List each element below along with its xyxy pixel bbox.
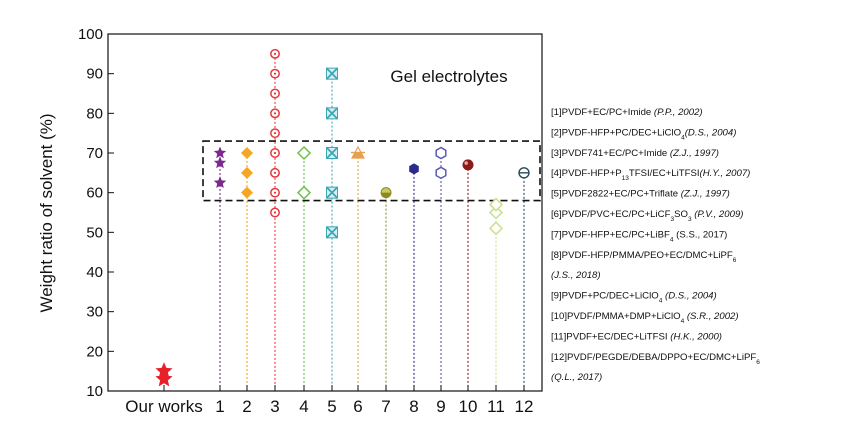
- x-tick-label: 6: [353, 397, 362, 416]
- data-point: [241, 166, 253, 179]
- legend-entry: (Q.L., 2017): [551, 372, 602, 383]
- data-point: [435, 146, 447, 160]
- data-point: [270, 187, 280, 198]
- legend-entry: [5]PVDF2822+EC/PC+Triflate (Z.J., 1997): [551, 189, 730, 200]
- legend-entry: [8]PVDF-HFP/PMMA/PEO+EC/DMC+LiPF6: [551, 250, 737, 264]
- y-tick-label: 50: [86, 224, 103, 241]
- y-tick-label: 10: [86, 383, 103, 400]
- data-point: [296, 145, 312, 161]
- x-tick-label: Our works: [125, 397, 202, 416]
- data-point: [270, 68, 280, 79]
- x-tick-label: 10: [459, 397, 478, 416]
- legend-entry: (J.S., 2018): [551, 270, 601, 281]
- data-point: [155, 362, 173, 379]
- x-axis-ticks: Our works 1 2 3 4 5 6 7 8 9 10 11 12: [125, 385, 533, 416]
- data-point: [270, 108, 280, 119]
- data-point: [380, 187, 392, 199]
- x-tick-label: 7: [381, 397, 390, 416]
- x-tick-label: 8: [409, 397, 418, 416]
- legend-entry: [10]PVDF/PMMA+DMP+LiClO4 (S.R., 2002): [551, 311, 739, 325]
- legend: [1]PVDF+EC/PC+Imide (P.P., 2002) [2]PVDF-…: [551, 107, 760, 383]
- data-point: [325, 226, 339, 239]
- data-point: [270, 88, 280, 99]
- data-point: [270, 207, 280, 218]
- data-point: [270, 48, 280, 59]
- data-point: [241, 186, 253, 199]
- x-tick-label: 12: [515, 397, 534, 416]
- data-point: [488, 197, 504, 212]
- x-tick-label: 5: [327, 397, 336, 416]
- data-point: [213, 156, 227, 169]
- data-point: [462, 159, 474, 171]
- data-point: [213, 176, 227, 188]
- x-tick-label: 9: [436, 397, 445, 416]
- chart-title: Gel electrolytes: [390, 67, 507, 86]
- data-point: [325, 146, 339, 160]
- x-tick-label: 1: [215, 397, 224, 416]
- data-point: [488, 221, 504, 236]
- data-point: [270, 148, 280, 158]
- data-point: [435, 166, 447, 180]
- y-tick-label: 70: [86, 145, 103, 162]
- data-point: [518, 167, 530, 179]
- x-tick-label: 4: [299, 397, 308, 416]
- legend-entry: [3]PVDF741+EC/PC+Imide (Z.J., 1997): [551, 148, 719, 159]
- data-point: [488, 205, 504, 220]
- legend-entry: [2]PVDF-HFP+PC/DEC+LiClO4(D.S., 2004): [551, 127, 736, 141]
- y-tick-label: 80: [86, 105, 103, 122]
- legend-entry: [11]PVDF+EC/DEC+LiTFSI (H.K., 2000): [551, 331, 722, 342]
- y-tick-label: 100: [78, 26, 103, 43]
- data-point: [350, 145, 366, 159]
- y-tick-label: 20: [86, 343, 103, 360]
- data-point: [241, 147, 253, 159]
- data-point: [325, 67, 339, 80]
- y-tick-label: 40: [86, 264, 103, 281]
- y-tick-label: 30: [86, 304, 103, 321]
- y-tick-label: 60: [86, 185, 103, 202]
- data-point: [325, 186, 339, 199]
- x-tick-label: 11: [487, 397, 505, 416]
- data-markers: [155, 48, 530, 387]
- data-point: [213, 146, 227, 159]
- data-point: [409, 163, 419, 175]
- y-tick-label: 90: [86, 66, 103, 83]
- data-point: [325, 107, 339, 120]
- y-axis-ticks: 10 20 30 40 50 60 70 80 90 100: [78, 26, 114, 400]
- legend-entry: [6]PVDF/PVC+EC/PC+LiCF3SO3 (P.V., 2009): [551, 209, 743, 223]
- data-point: [270, 167, 280, 178]
- legend-entry: [1]PVDF+EC/PC+Imide (P.P., 2002): [551, 107, 703, 118]
- x-tick-label: 2: [242, 397, 251, 416]
- y-axis-label: Weight ratio of solvent (%): [37, 113, 56, 312]
- x-tick-label: 3: [270, 397, 279, 416]
- data-point: [155, 370, 173, 387]
- dashed-region-box: [202, 140, 541, 202]
- legend-entry: [12]PVDF/PEGDE/DEBA/DPPO+EC/DMC+LiPF6: [551, 352, 760, 366]
- legend-entry: [7]PVDF-HFP+EC/PC+LiBF4 (S.S., 2017): [551, 229, 727, 243]
- data-point: [296, 185, 312, 200]
- plot-frame: [107, 33, 543, 392]
- legend-entry: [9]PVDF+PC/DEC+LiClO4 (D.S., 2004): [551, 291, 717, 305]
- data-point: [270, 128, 280, 139]
- legend-entry: [4]PVDF-HFP+P13TFSI/EC+LiTFSI(H.Y., 2007…: [551, 168, 750, 182]
